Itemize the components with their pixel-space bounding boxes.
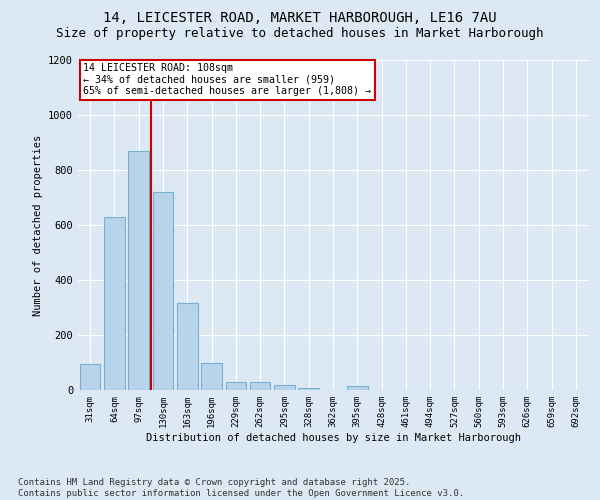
Bar [226, 382, 246, 390]
Bar [201, 362, 222, 390]
X-axis label: Distribution of detached houses by size in Market Harborough: Distribution of detached houses by size … [146, 432, 521, 442]
Bar [177, 304, 197, 390]
Text: 14, LEICESTER ROAD, MARKET HARBOROUGH, LE16 7AU: 14, LEICESTER ROAD, MARKET HARBOROUGH, L… [103, 11, 497, 25]
Bar [128, 151, 149, 390]
Bar [152, 192, 173, 390]
Y-axis label: Number of detached properties: Number of detached properties [32, 134, 43, 316]
Bar [250, 382, 271, 390]
Text: Size of property relative to detached houses in Market Harborough: Size of property relative to detached ho… [56, 28, 544, 40]
Bar [347, 386, 368, 390]
Bar [80, 364, 100, 390]
Text: 14 LEICESTER ROAD: 108sqm
← 34% of detached houses are smaller (959)
65% of semi: 14 LEICESTER ROAD: 108sqm ← 34% of detac… [83, 64, 371, 96]
Bar [104, 217, 125, 390]
Text: Contains HM Land Registry data © Crown copyright and database right 2025.
Contai: Contains HM Land Registry data © Crown c… [18, 478, 464, 498]
Bar [298, 388, 319, 390]
Bar [274, 385, 295, 390]
